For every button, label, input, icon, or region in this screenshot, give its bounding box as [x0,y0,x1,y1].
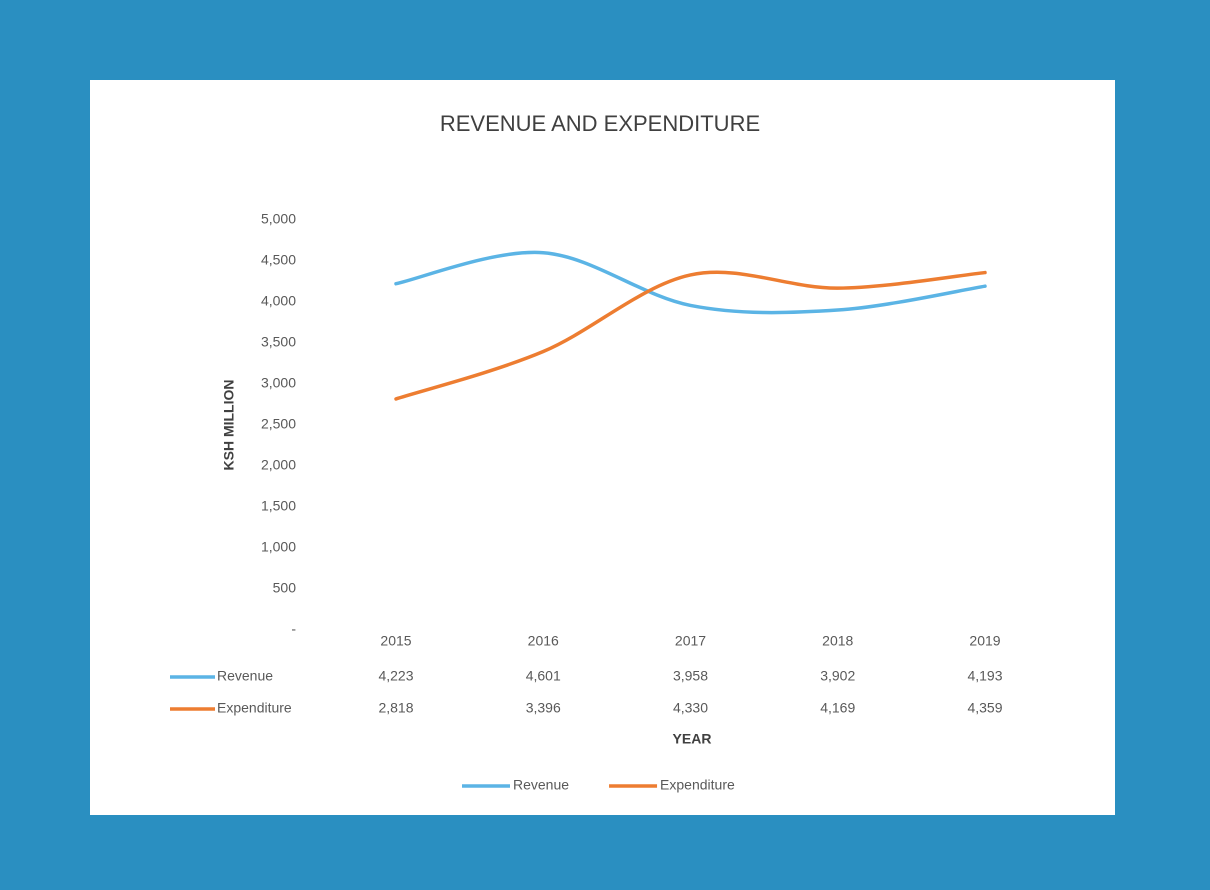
table-value: 2,818 [378,700,413,716]
x-tick-label: 2019 [969,633,1000,649]
table-value: 4,169 [820,700,855,716]
y-tick-label: - [291,621,296,637]
y-tick-label: 1,000 [261,539,296,555]
y-tick-label: 4,000 [261,293,296,309]
y-tick-label: 3,000 [261,375,296,391]
x-tick-label: 2018 [822,633,853,649]
x-tick-label: 2017 [675,633,706,649]
series-line [394,250,987,315]
chart-title: REVENUE AND EXPENDITURE [440,111,760,136]
y-tick-label: 5,000 [261,211,296,227]
y-tick-label: 1,500 [261,498,296,514]
y-tick-label: 2,500 [261,416,296,432]
y-axis-title: KSH MILLION [221,380,237,471]
x-tick-label: 2016 [528,633,559,649]
table-value: 3,396 [526,700,561,716]
x-axis-title: YEAR [673,731,712,747]
y-tick-label: 500 [273,580,297,596]
y-tick-label: 2,000 [261,457,296,473]
table-value: 4,330 [673,700,708,716]
x-tick-label: 2015 [380,633,411,649]
table-value: 4,601 [526,668,561,684]
table-value: 3,958 [673,668,708,684]
legend-label: Revenue [513,777,569,793]
table-row-label: Revenue [217,668,273,684]
chart-panel [90,80,1115,815]
table-value: 4,193 [967,668,1002,684]
y-tick-label: 4,500 [261,252,296,268]
table-value: 4,359 [967,700,1002,716]
table-value: 4,223 [378,668,413,684]
table-value: 3,902 [820,668,855,684]
legend-label: Expenditure [660,777,735,793]
series-line [394,270,987,401]
table-row-label: Expenditure [217,700,292,716]
y-tick-label: 3,500 [261,334,296,350]
